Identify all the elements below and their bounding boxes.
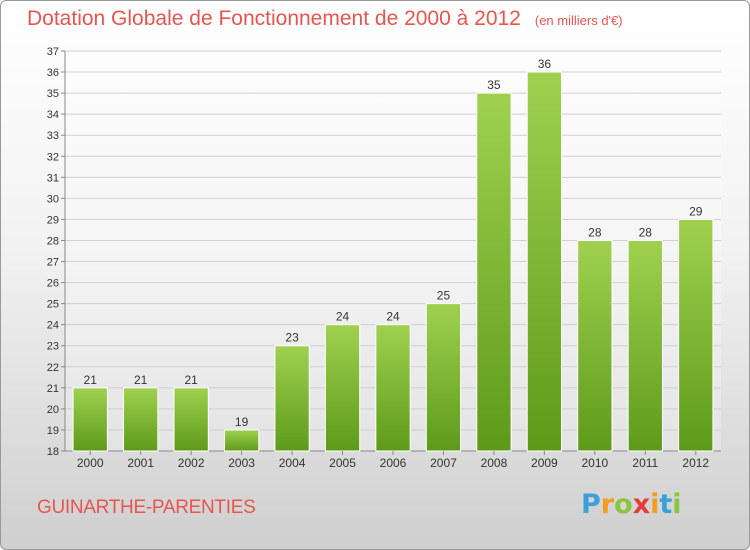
x-tick-label: 2000 <box>77 456 104 470</box>
data-label: 23 <box>285 331 299 345</box>
y-tick-label: 23 <box>47 341 59 353</box>
x-tick-label: 2006 <box>380 456 407 470</box>
x-tick-label: 2007 <box>430 456 457 470</box>
y-tick-label: 37 <box>47 46 59 58</box>
data-label: 19 <box>235 415 249 429</box>
y-tick-label: 36 <box>47 67 59 79</box>
bar <box>72 387 108 452</box>
bar <box>678 218 714 452</box>
bar <box>425 303 462 452</box>
data-label: 28 <box>639 225 653 239</box>
x-tick-label: 2003 <box>228 456 255 470</box>
bar <box>223 429 260 452</box>
y-tick-label: 29 <box>47 214 59 226</box>
data-label: 25 <box>437 289 451 303</box>
data-label: 24 <box>336 310 350 324</box>
x-tick-label: 2001 <box>127 456 154 470</box>
y-tick-label: 33 <box>47 130 59 142</box>
x-tick-label: 2012 <box>682 456 709 470</box>
data-label: 36 <box>538 57 552 71</box>
bar <box>324 324 361 452</box>
bar <box>577 239 613 452</box>
data-label: 21 <box>84 373 98 387</box>
x-tick-label: 2011 <box>632 456 658 470</box>
y-tick-label: 27 <box>47 257 59 269</box>
chart-unit-label: (en milliers d'€) <box>534 13 623 28</box>
data-label: 21 <box>184 373 198 387</box>
y-tick-label: 19 <box>47 425 59 437</box>
y-tick-label: 34 <box>47 109 59 121</box>
y-tick-label: 20 <box>47 404 59 416</box>
bar <box>123 387 159 452</box>
x-tick-label: 2010 <box>581 456 608 470</box>
x-tick-label: 2008 <box>481 456 508 470</box>
y-tick-label: 26 <box>47 278 59 290</box>
x-tick-label: 2009 <box>531 456 558 470</box>
data-label: 28 <box>588 225 602 239</box>
y-tick-label: 32 <box>47 151 59 163</box>
y-tick-label: 18 <box>47 446 59 458</box>
y-tick-label: 30 <box>47 193 59 205</box>
bar <box>476 92 512 452</box>
bar <box>526 71 563 452</box>
bar <box>173 387 209 452</box>
proxiti-logo: Proxiti <box>581 489 682 520</box>
commune-name: GUINARTHE-PARENTIES <box>37 497 256 518</box>
y-tick-label: 28 <box>47 235 59 247</box>
data-label: 29 <box>689 204 703 218</box>
chart-title-text: Dotation Globale de Fonctionnement de 20… <box>27 7 521 30</box>
y-tick-label: 21 <box>47 383 59 395</box>
data-label: 35 <box>487 78 501 92</box>
chart-title: Dotation Globale de Fonctionnement de 20… <box>27 7 623 31</box>
x-tick-label: 2005 <box>329 456 356 470</box>
data-label: 24 <box>386 310 400 324</box>
y-tick-label: 24 <box>47 320 59 332</box>
bar <box>627 239 663 452</box>
y-tick-label: 25 <box>47 299 59 311</box>
y-tick-label: 31 <box>47 172 59 184</box>
x-tick-label: 2002 <box>178 456 205 470</box>
data-label: 21 <box>134 373 148 387</box>
bar <box>375 324 411 452</box>
bar <box>274 345 310 452</box>
x-tick-label: 2004 <box>279 456 306 470</box>
y-tick-label: 22 <box>47 362 59 374</box>
y-tick-label: 35 <box>47 88 59 100</box>
